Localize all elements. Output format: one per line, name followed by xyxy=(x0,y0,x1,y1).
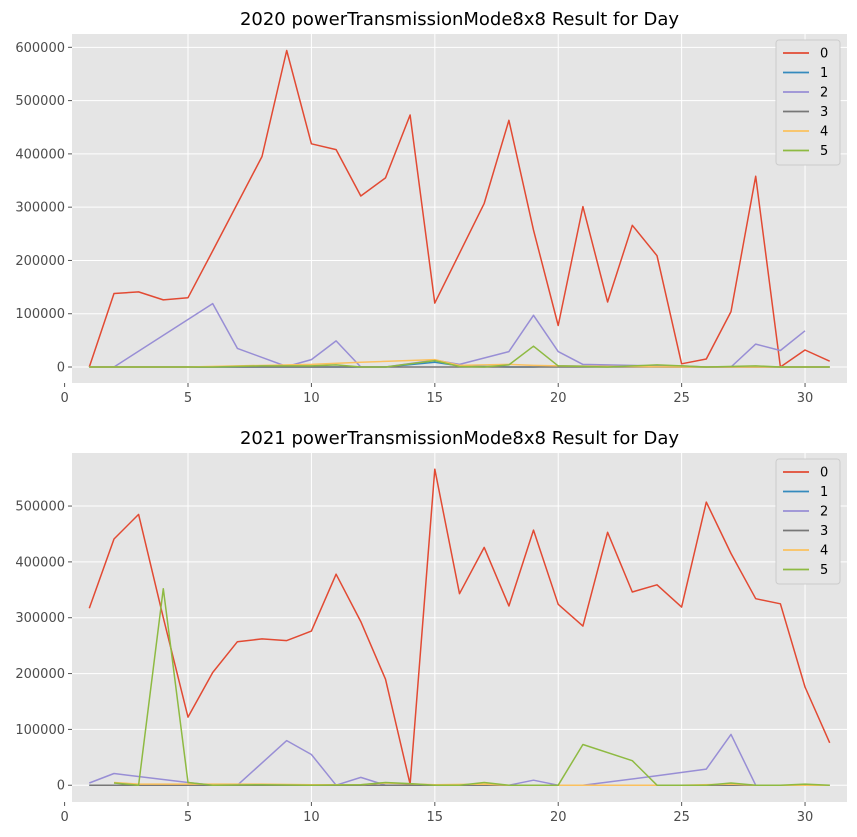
y-tick-label: 400000 xyxy=(15,555,65,570)
chart-title: 2020 powerTransmissionMode8x8 Result for… xyxy=(240,9,679,30)
legend-label: 0 xyxy=(820,47,828,62)
x-tick-label: 20 xyxy=(550,391,567,406)
y-tick-label: 0 xyxy=(57,779,65,794)
y-tick-label: 100000 xyxy=(15,307,65,322)
legend-label: 3 xyxy=(820,105,828,120)
x-tick-label: 0 xyxy=(60,810,68,825)
x-tick-label: 20 xyxy=(550,810,567,825)
x-tick-label: 5 xyxy=(184,391,192,406)
y-tick-labels: 0 100000 200000 300000 400000 500000 xyxy=(15,500,72,794)
legend-label: 2 xyxy=(820,86,828,101)
plot-area xyxy=(72,453,847,802)
series-lines xyxy=(88,468,831,786)
series-0-line xyxy=(88,468,831,785)
legend-label: 5 xyxy=(820,563,828,578)
y-tick-label: 600000 xyxy=(15,41,65,56)
gridlines xyxy=(64,34,847,383)
plot-area xyxy=(72,34,847,383)
x-tick-labels: 0 5 10 15 20 25 30 xyxy=(60,383,813,406)
legend-label: 0 xyxy=(820,466,828,481)
x-tick-label: 0 xyxy=(60,391,68,406)
x-tick-label: 10 xyxy=(303,391,320,406)
legend-label: 3 xyxy=(820,524,828,539)
x-tick-label: 30 xyxy=(797,391,814,406)
y-tick-labels: 0 100000 200000 300000 400000 500000 600000 xyxy=(15,41,72,376)
series-0-line xyxy=(88,49,831,368)
y-tick-label: 400000 xyxy=(15,147,65,162)
legend-label: 1 xyxy=(820,485,828,500)
chart-2020: 0 100000 200000 300000 400000 500000 600000 0 5… xyxy=(15,9,847,406)
x-tick-label: 15 xyxy=(427,391,444,406)
series-5-line xyxy=(113,587,830,786)
y-tick-label: 300000 xyxy=(15,611,65,626)
x-tick-label: 10 xyxy=(303,810,320,825)
x-tick-label: 25 xyxy=(673,810,690,825)
x-tick-label: 15 xyxy=(427,810,444,825)
legend-frame xyxy=(775,458,841,585)
series-5-line xyxy=(89,345,830,368)
y-tick-label: 200000 xyxy=(15,667,65,682)
x-tick-label: 30 xyxy=(797,810,814,825)
legend: 0 1 2 3 4 5 xyxy=(775,39,841,166)
x-tick-label: 5 xyxy=(184,810,192,825)
legend-label: 2 xyxy=(820,505,828,520)
y-tick-label: 100000 xyxy=(15,723,65,738)
y-tick-label: 500000 xyxy=(15,500,65,515)
x-tick-label: 25 xyxy=(673,391,690,406)
y-tick-label: 200000 xyxy=(15,254,65,269)
legend-label: 4 xyxy=(820,125,828,140)
legend-label: 4 xyxy=(820,544,828,559)
chart-title: 2021 powerTransmissionMode8x8 Result for… xyxy=(240,428,679,449)
legend-frame xyxy=(775,39,841,166)
x-tick-labels: 0 5 10 15 20 25 30 xyxy=(60,802,813,825)
legend-label: 1 xyxy=(820,66,828,81)
legend-label: 5 xyxy=(820,144,828,159)
series-lines xyxy=(88,49,831,368)
y-tick-label: 300000 xyxy=(15,201,65,216)
y-tick-label: 0 xyxy=(57,361,65,376)
legend: 0 1 2 3 4 5 xyxy=(775,458,841,585)
y-tick-label: 500000 xyxy=(15,94,65,109)
